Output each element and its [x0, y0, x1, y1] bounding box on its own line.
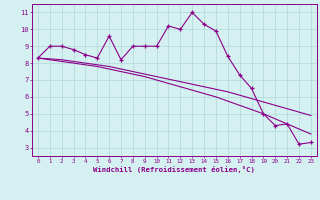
X-axis label: Windchill (Refroidissement éolien,°C): Windchill (Refroidissement éolien,°C) — [93, 166, 255, 173]
